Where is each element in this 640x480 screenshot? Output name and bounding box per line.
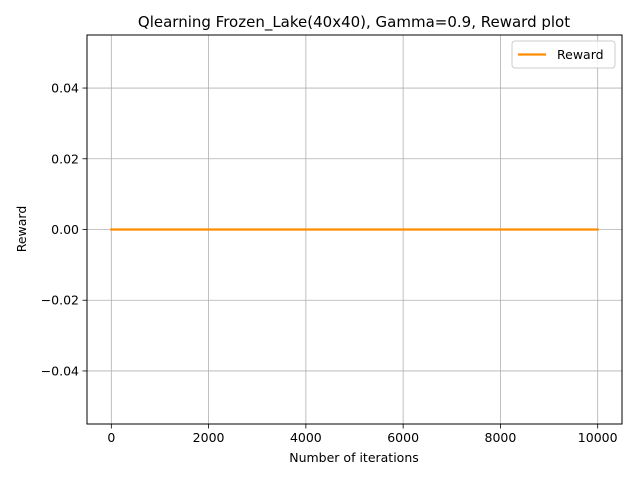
y-tick-label: −0.02 [41, 293, 79, 308]
y-tick-label: 0.02 [51, 151, 79, 166]
legend-box [511, 40, 616, 69]
y-axis-label: Reward [14, 206, 29, 253]
x-tick-label: 8000 [485, 430, 517, 445]
y-tick-label: 0.00 [51, 222, 79, 237]
x-tick-label: 6000 [387, 430, 419, 445]
legend-label-reward: Reward [557, 47, 604, 62]
y-tick-label: 0.04 [51, 81, 79, 96]
x-axis-label: Number of iterations [289, 450, 419, 465]
x-tick-label: 4000 [290, 430, 322, 445]
x-tick-label: 2000 [193, 430, 225, 445]
y-axis: −0.04 −0.02 0.00 0.02 0.04 [41, 81, 87, 378]
x-tick-label: 10000 [578, 430, 618, 445]
x-tick-label: 0 [107, 430, 115, 445]
y-tick-label: −0.04 [41, 363, 79, 378]
x-axis: 0 2000 4000 6000 8000 10000 [107, 424, 618, 445]
legend: Reward [511, 40, 616, 69]
chart-title: Qlearning Frozen_Lake(40x40), Gamma=0.9,… [138, 13, 570, 32]
